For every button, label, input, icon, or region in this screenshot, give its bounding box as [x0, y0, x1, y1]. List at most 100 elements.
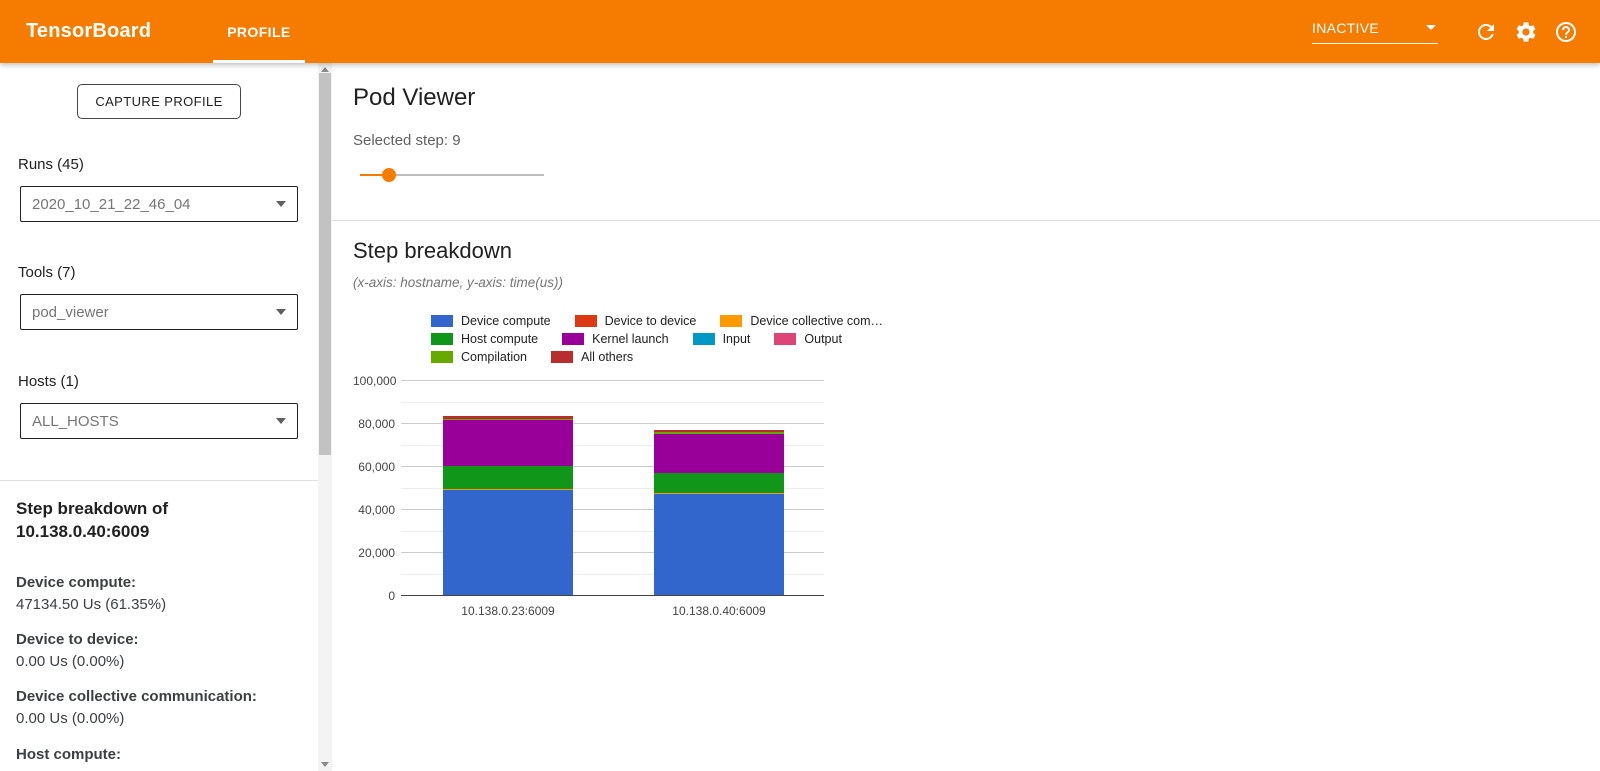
legend-swatch-icon [720, 315, 743, 327]
gridline [401, 423, 824, 424]
legend-swatch-icon [551, 351, 574, 363]
stat-value: 0.00 Us (0.00%) [16, 652, 125, 670]
hosts-dropdown[interactable]: ALL_HOSTS [20, 403, 298, 439]
hosts-dropdown-value: ALL_HOSTS [32, 412, 119, 430]
stat-label: Device collective communication: [16, 688, 257, 706]
stat-value: 47134.50 Us (61.35%) [16, 595, 167, 613]
refresh-icon [1478, 23, 1494, 40]
app-title: TensorBoard [26, 20, 152, 42]
legend-item: Output [774, 332, 842, 346]
bar-segment [654, 433, 784, 473]
step-breakdown-heading: Step breakdown of 10.138.0.40:6009 [16, 497, 300, 544]
bar-segment [654, 432, 784, 434]
sidebar: CAPTURE PROFILE Runs (45) 2020_10_21_22_… [0, 63, 318, 771]
gridline [401, 509, 824, 510]
chart-plot: 10.138.0.23:6009 10.138.0.40:6009 [401, 380, 824, 618]
gridline [401, 530, 824, 532]
active-tab-underline [213, 60, 305, 63]
y-tick-label: 40,000 [358, 503, 395, 517]
main-panel: Pod Viewer Selected step: 9 Step breakdo… [332, 63, 1600, 771]
slider-thumb[interactable] [382, 168, 397, 182]
tools-label: Tools (7) [18, 264, 76, 281]
scrollbar-up-arrow-icon[interactable] [321, 67, 329, 72]
y-tick-label: 20,000 [358, 546, 395, 560]
legend-label: Device collective com… [750, 314, 884, 328]
step-breakdown-chart: 10.138.0.23:6009 10.138.0.40:6009 0 20,000… [353, 372, 873, 632]
dropdown-caret-icon [276, 201, 286, 207]
legend-label: Kernel launch [592, 332, 669, 346]
page-title: Pod Viewer [353, 84, 476, 111]
step-breakdown-heading-line1: Step breakdown of [16, 499, 169, 518]
scrollbar-thumb[interactable] [319, 73, 331, 455]
legend-item: Host compute [431, 332, 538, 346]
stat-host-compute: Host compute: [16, 744, 302, 766]
stat-label: Host compute: [16, 745, 121, 763]
y-tick-label: 100,000 [353, 374, 397, 388]
status-dropdown[interactable]: INACTIVE [1312, 20, 1438, 44]
bar-segment [443, 489, 573, 491]
tab-profile-label: PROFILE [227, 23, 291, 40]
axis-note: (x-axis: hostname, y-axis: time(us)) [353, 275, 564, 290]
help-button[interactable] [1554, 20, 1578, 44]
settings-button[interactable] [1514, 20, 1538, 44]
legend-label: Output [804, 332, 842, 346]
x-tick-label: 10.138.0.23:6009 [461, 604, 555, 618]
legend-label: Host compute [461, 332, 539, 346]
help-icon [1556, 21, 1576, 42]
stat-device-collective: Device collective communication: 0.00 Us… [16, 686, 302, 730]
legend-swatch-icon [562, 333, 585, 345]
gridline [401, 444, 824, 446]
content-area: CAPTURE PROFILE Runs (45) 2020_10_21_22_… [0, 63, 1600, 771]
gridline [401, 466, 824, 467]
runs-group: Runs (45) 2020_10_21_22_46_04 [0, 156, 318, 222]
pod-viewer-section: Pod Viewer Selected step: 9 [332, 63, 1600, 182]
status-dropdown-value: INACTIVE [1312, 19, 1379, 36]
gridline [401, 487, 824, 489]
stat-device-to-device: Device to device: 0.00 Us (0.00%) [16, 629, 302, 673]
dropdown-caret-icon [1426, 25, 1436, 30]
capture-profile-button[interactable]: CAPTURE PROFILE [77, 84, 241, 119]
slider-fill [360, 174, 390, 176]
stat-device-compute: Device compute: 47134.50 Us (61.35%) [16, 572, 302, 616]
dropdown-caret-icon [276, 418, 286, 424]
runs-dropdown-value: 2020_10_21_22_46_04 [32, 195, 191, 213]
refresh-button[interactable] [1474, 20, 1498, 44]
sidebar-scrollbar[interactable] [318, 63, 332, 771]
tab-profile[interactable]: PROFILE [213, 0, 305, 63]
tools-group: Tools (7) pod_viewer [0, 264, 318, 330]
x-axis-line [401, 595, 824, 596]
stat-label: Device to device: [16, 631, 139, 649]
legend-item: Input [692, 332, 750, 346]
legend-label: Compilation [461, 350, 528, 364]
bar-segment [654, 492, 784, 494]
legend-item: Device collective com… [720, 314, 883, 328]
tools-dropdown[interactable]: pod_viewer [20, 294, 298, 330]
slider-track[interactable] [360, 174, 544, 176]
y-tick-label: 0 [388, 589, 395, 603]
legend-item: Device compute [431, 314, 551, 328]
legend-swatch-icon [431, 351, 453, 363]
sidebar-divider [0, 480, 318, 481]
step-slider[interactable] [360, 168, 544, 182]
stat-label: Device compute: [16, 573, 137, 591]
dropdown-caret-icon [276, 309, 286, 315]
breakdown-stats-list: Device compute: 47134.50 Us (61.35%) Dev… [16, 572, 302, 766]
legend-swatch-icon [431, 315, 453, 327]
step-breakdown-section: Step breakdown (x-axis: hostname, y-axis… [332, 221, 1600, 632]
gridline [401, 401, 824, 403]
x-tick-label: 10.138.0.40:6009 [672, 604, 766, 618]
y-tick-label: 60,000 [358, 460, 395, 474]
bar-segment [443, 420, 573, 466]
legend-swatch-icon [574, 315, 597, 327]
scrollbar-down-arrow-icon[interactable] [321, 762, 329, 767]
legend-row: Compilation All others [431, 350, 1600, 364]
bar-segment [443, 490, 573, 595]
legend-label: Device compute [461, 314, 551, 328]
legend-item: Device to device [574, 314, 697, 328]
runs-dropdown[interactable]: 2020_10_21_22_46_04 [20, 186, 298, 222]
legend-swatch-icon [431, 333, 453, 345]
bar-segment [654, 429, 784, 433]
legend-label: Device to device [604, 314, 697, 328]
legend-label: All others [581, 350, 634, 364]
selected-step-label: Selected step: 9 [353, 132, 461, 149]
